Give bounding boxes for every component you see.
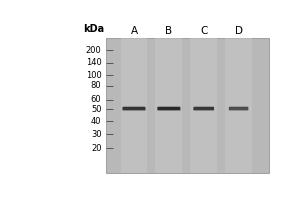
Bar [190,38,217,173]
Bar [124,106,144,108]
Bar [106,38,269,173]
Text: C: C [200,26,207,36]
Text: 60: 60 [91,95,101,104]
Text: 100: 100 [86,71,101,80]
FancyBboxPatch shape [158,107,180,110]
Text: 140: 140 [86,58,101,67]
Text: 200: 200 [86,46,101,55]
Bar [155,38,182,173]
Text: 80: 80 [91,81,101,90]
FancyBboxPatch shape [229,107,248,110]
Bar [225,38,252,173]
FancyBboxPatch shape [194,107,214,110]
FancyBboxPatch shape [122,107,146,110]
Text: kDa: kDa [82,24,104,34]
Text: 20: 20 [91,144,101,153]
Bar [121,38,147,173]
Text: 30: 30 [91,130,101,139]
Text: 50: 50 [91,105,101,114]
Bar [195,106,213,108]
Bar [159,106,179,108]
Text: 40: 40 [91,117,101,126]
Text: A: A [130,26,138,36]
Text: B: B [165,26,172,36]
Text: D: D [235,26,243,36]
Bar [230,106,247,108]
